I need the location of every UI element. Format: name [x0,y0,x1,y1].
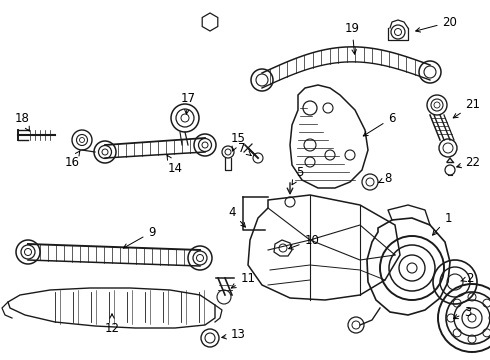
Text: 8: 8 [379,171,392,184]
Text: 4: 4 [228,206,245,227]
Text: 10: 10 [289,234,319,249]
Text: 14: 14 [167,155,182,175]
Text: 5: 5 [292,166,304,185]
Text: 11: 11 [231,271,255,288]
Text: 17: 17 [180,91,196,114]
Text: 12: 12 [104,314,120,334]
Text: 2: 2 [461,271,474,284]
Text: 15: 15 [231,131,245,151]
Text: 19: 19 [344,22,360,54]
Text: 22: 22 [457,156,481,168]
Text: 7: 7 [238,141,251,156]
Text: 16: 16 [65,150,80,168]
Text: 18: 18 [15,112,29,131]
Text: 6: 6 [363,112,396,136]
Text: 20: 20 [416,15,458,32]
Text: 1: 1 [433,211,452,235]
Text: 9: 9 [123,225,156,248]
Text: 21: 21 [453,99,481,118]
Text: 3: 3 [454,306,472,319]
Text: 13: 13 [222,328,245,342]
